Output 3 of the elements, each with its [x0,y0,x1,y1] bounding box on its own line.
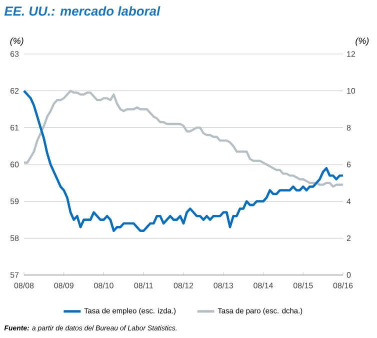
y-axis-title: (%) [10,37,24,46]
chart-title: EE. UU.: mercado laboral [4,6,160,16]
y2-axis-title: (%) [356,37,369,46]
